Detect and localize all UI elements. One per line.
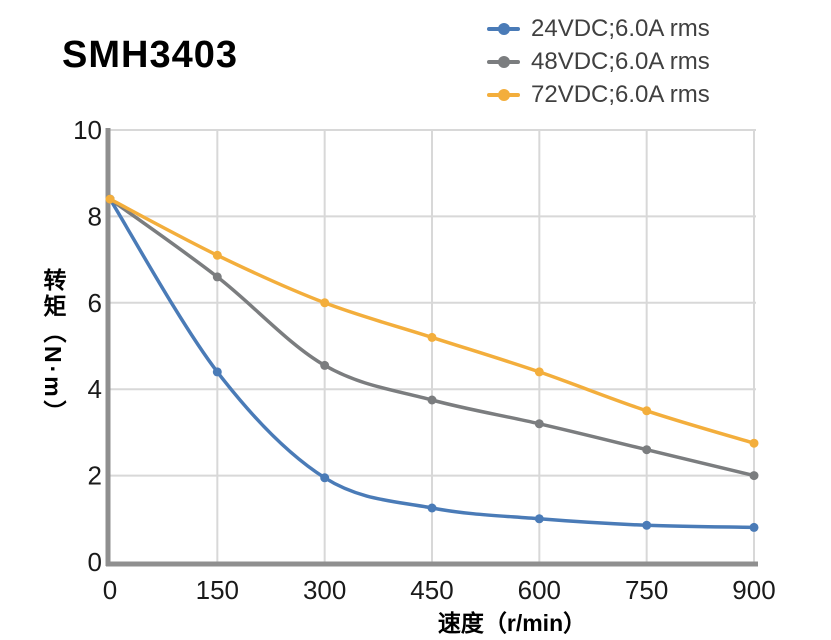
legend-marker-line: [487, 89, 520, 101]
legend-label: 72VDC;6.0A rms: [531, 81, 710, 108]
data-point-48vdc: [534, 419, 544, 429]
chart-title: SMH3403: [62, 34, 238, 76]
legend-marker-line: [487, 23, 520, 35]
data-point-48vdc: [320, 360, 330, 370]
data-point-24vdc: [642, 520, 652, 530]
legend-marker-line: [487, 56, 520, 68]
y-tick-label: 0: [88, 547, 102, 577]
data-point-48vdc: [642, 445, 652, 455]
x-tick-label: 900: [732, 575, 775, 605]
data-point-24vdc: [320, 473, 330, 483]
x-axis-title: 速度（r/min）: [437, 610, 587, 636]
data-point-72vdc: [749, 438, 759, 448]
y-tick-label: 2: [88, 461, 102, 491]
data-point-24vdc: [427, 503, 437, 513]
data-point-24vdc: [749, 522, 759, 532]
data-point-72vdc: [642, 406, 652, 416]
y-tick-label: 6: [88, 288, 102, 318]
data-point-48vdc: [749, 471, 759, 481]
legend-label: 24VDC;6.0A rms: [531, 15, 710, 42]
y-tick-label: 4: [88, 374, 102, 404]
x-tick-label: 0: [103, 575, 117, 605]
data-point-72vdc: [105, 194, 115, 204]
y-tick-label: 10: [73, 115, 102, 145]
x-tick-label: 300: [303, 575, 346, 605]
x-tick-label: 600: [518, 575, 561, 605]
legend-marker-dot: [497, 23, 510, 35]
data-point-48vdc: [427, 395, 437, 405]
data-point-72vdc: [320, 298, 330, 308]
data-point-24vdc: [212, 367, 222, 377]
data-point-72vdc: [534, 367, 544, 377]
x-tick-label: 150: [196, 575, 239, 605]
legend-item-72vdc: 72VDC;6.0A rms: [487, 80, 710, 110]
data-point-72vdc: [212, 250, 222, 260]
x-tick-label: 450: [410, 575, 453, 605]
legend-item-48vdc: 48VDC;6.0A rms: [487, 47, 710, 77]
y-tick-label: 8: [88, 201, 102, 231]
x-tick-label: 750: [625, 575, 668, 605]
y-axis-title: 转矩（N·m）: [40, 268, 66, 426]
legend: 24VDC;6.0A rms 48VDC;6.0A rms 72VDC;6.0A…: [487, 14, 710, 110]
legend-marker-dot: [497, 89, 510, 101]
legend-item-24vdc: 24VDC;6.0A rms: [487, 14, 710, 44]
legend-label: 48VDC;6.0A rms: [531, 48, 710, 75]
legend-marker-dot: [497, 56, 510, 68]
data-point-72vdc: [427, 332, 437, 342]
data-point-24vdc: [534, 514, 544, 524]
data-point-48vdc: [212, 272, 222, 282]
